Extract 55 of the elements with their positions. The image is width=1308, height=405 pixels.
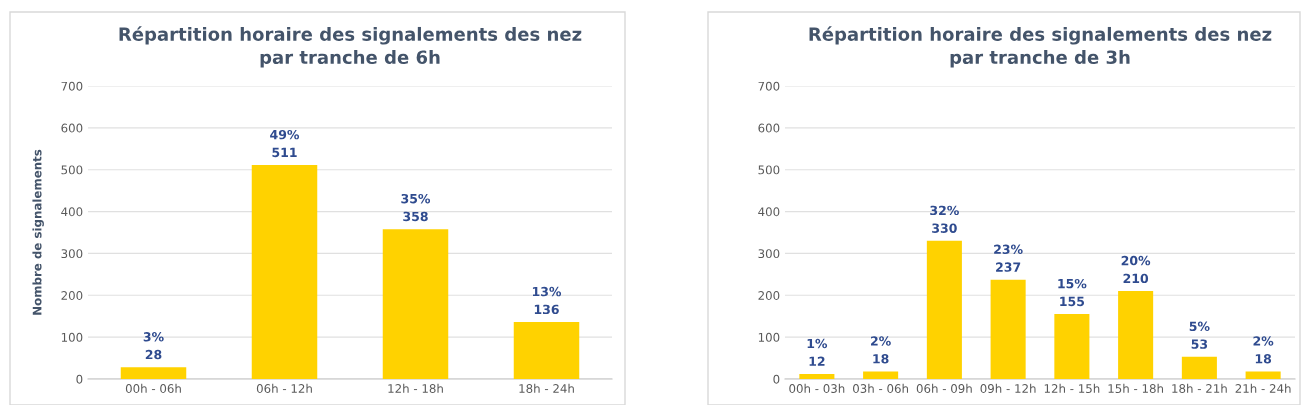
y-tick-label: 400 bbox=[61, 207, 83, 217]
data-label: 5% 53 bbox=[1189, 321, 1210, 349]
bar bbox=[990, 279, 1026, 379]
y-tick-label: 500 bbox=[758, 165, 780, 175]
y-tick-label: 300 bbox=[61, 249, 83, 259]
bar bbox=[1054, 314, 1090, 379]
x-tick-label: 00h - 03h bbox=[789, 383, 845, 393]
x-tick-label: 12h - 18h bbox=[388, 383, 443, 393]
data-label: 49% 511 bbox=[270, 129, 300, 158]
data-label: 23% 237 bbox=[994, 244, 1023, 272]
chart-title: Répartition horaire des signalements des nez par tranche de 3h bbox=[809, 26, 1272, 68]
bar bbox=[1118, 291, 1154, 379]
chart-title: Répartition horaire des signalements des nez par tranche de 6h bbox=[119, 26, 582, 68]
y-tick-label: 600 bbox=[758, 123, 780, 133]
y-tick-label: 0 bbox=[76, 374, 83, 384]
data-label: 3% 28 bbox=[143, 332, 164, 360]
x-tick-label: 06h - 09h bbox=[916, 383, 972, 393]
data-label: 1% 12 bbox=[807, 338, 828, 366]
data-label: 13% 136 bbox=[532, 286, 562, 315]
y-tick-label: 700 bbox=[758, 81, 780, 91]
data-label: 35% 358 bbox=[401, 193, 431, 222]
data-label: 2% 18 bbox=[871, 336, 891, 364]
y-tick-label: 700 bbox=[61, 81, 83, 91]
bar bbox=[1181, 356, 1217, 379]
y-tick-label: 300 bbox=[758, 249, 780, 259]
bar bbox=[120, 367, 187, 379]
x-tick-label: 00h - 06h bbox=[125, 383, 181, 393]
x-tick-label: 18h - 21h bbox=[1172, 383, 1227, 393]
data-label: 2% 18 bbox=[1253, 336, 1274, 364]
y-tick-label: 400 bbox=[758, 207, 780, 217]
y-tick-label: 600 bbox=[61, 123, 83, 133]
x-tick-label: 03h - 06h bbox=[853, 383, 909, 393]
y-tick-label: 200 bbox=[61, 291, 83, 300]
data-label: 15% 155 bbox=[1058, 278, 1087, 307]
x-tick-label: 18h - 24h bbox=[519, 383, 574, 393]
data-label: 32% 330 bbox=[930, 205, 959, 233]
x-tick-label: 15h - 18h bbox=[1108, 383, 1164, 393]
y-axis-title: Nombre de signalements bbox=[32, 149, 44, 315]
y-tick-label: 100 bbox=[758, 332, 780, 342]
data-label: 20% 210 bbox=[1121, 255, 1151, 284]
bar bbox=[382, 229, 449, 379]
y-tick-label: 500 bbox=[61, 165, 83, 175]
bar bbox=[799, 373, 835, 379]
y-tick-label: 200 bbox=[758, 291, 780, 300]
bar bbox=[863, 371, 899, 379]
bar bbox=[251, 165, 318, 379]
x-tick-label: 09h - 12h bbox=[980, 383, 1036, 393]
x-tick-label: 12h - 15h bbox=[1044, 383, 1100, 393]
bar bbox=[513, 322, 580, 379]
bar bbox=[1245, 371, 1281, 379]
y-tick-label: 0 bbox=[773, 374, 780, 384]
x-tick-label: 06h - 12h bbox=[256, 383, 312, 393]
bar bbox=[926, 240, 962, 379]
x-tick-label: 21h - 24h bbox=[1235, 383, 1291, 393]
y-tick-label: 100 bbox=[61, 332, 83, 342]
